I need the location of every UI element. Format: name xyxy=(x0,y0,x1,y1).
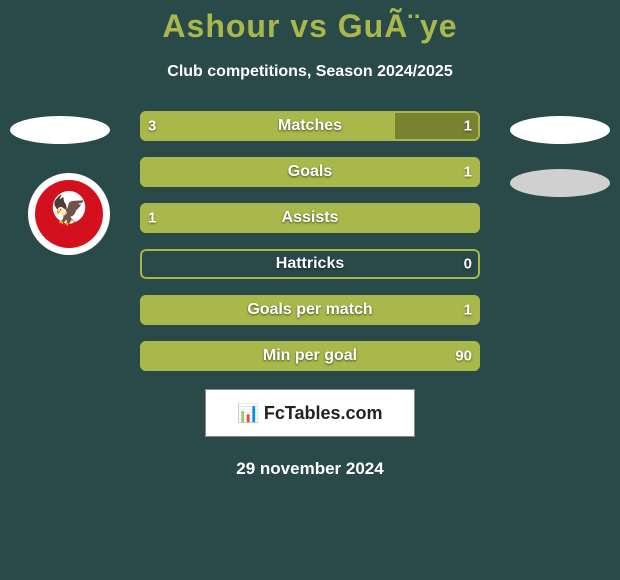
stat-row: 1 Assists xyxy=(140,203,480,233)
stat-value-right: 1 xyxy=(464,302,472,319)
source-badge[interactable]: 📊 FcTables.com xyxy=(205,389,415,437)
player-right-marker-mid xyxy=(510,169,610,197)
comparison-content: 🦅 3 1 Matches 1 Goals 1 Assists 0 Hattricks 1 Goal… xyxy=(0,111,620,479)
eagle-icon: 🦅 xyxy=(52,194,87,227)
date-label: 29 november 2024 xyxy=(0,459,620,479)
stat-row: 3 1 Matches xyxy=(140,111,480,141)
stat-value-left: 1 xyxy=(148,210,156,227)
club-badge-inner: 🦅 xyxy=(35,180,103,248)
stat-label: Matches xyxy=(278,117,342,135)
chart-icon: 📊 xyxy=(237,403,259,424)
stat-row: 1 Goals xyxy=(140,157,480,187)
stat-label: Goals per match xyxy=(247,301,372,319)
stat-label: Min per goal xyxy=(263,347,357,365)
club-badge: 🦅 xyxy=(28,173,110,255)
stat-value-right: 90 xyxy=(455,348,472,365)
bar-left-fill xyxy=(140,111,395,141)
stat-value-right: 0 xyxy=(464,256,472,273)
player-right-marker-top xyxy=(510,116,610,144)
subtitle: Club competitions, Season 2024/2025 xyxy=(0,63,620,81)
stat-label: Hattricks xyxy=(276,255,344,273)
page-title: Ashour vs GuÃ¨ye xyxy=(0,0,620,45)
stat-row: 1 Goals per match xyxy=(140,295,480,325)
stat-value-right: 1 xyxy=(464,118,472,135)
source-label: FcTables.com xyxy=(264,403,383,424)
stat-row: 0 Hattricks xyxy=(140,249,480,279)
stat-label: Assists xyxy=(282,209,339,227)
stat-label: Goals xyxy=(288,163,332,181)
stat-value-right: 1 xyxy=(464,164,472,181)
comparison-bars: 3 1 Matches 1 Goals 1 Assists 0 Hattricks 1 Goals … xyxy=(140,111,480,371)
stat-row: 90 Min per goal xyxy=(140,341,480,371)
stat-value-left: 3 xyxy=(148,118,156,135)
player-left-marker xyxy=(10,116,110,144)
